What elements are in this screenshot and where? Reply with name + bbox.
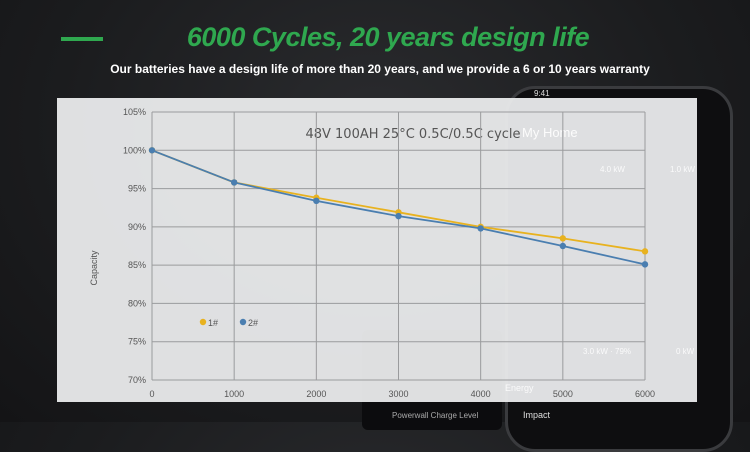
page-subtitle: Our batteries have a design life of more…	[110, 62, 650, 76]
x-tick-label: 4000	[471, 389, 491, 399]
y-tick-label: 105%	[123, 107, 146, 117]
x-tick-label: 3000	[388, 389, 408, 399]
data-point	[395, 212, 402, 220]
y-tick-label: 85%	[128, 260, 146, 270]
phone-battery: 3.0 kW · 79%	[583, 347, 632, 356]
legend-label: 1#	[208, 318, 218, 328]
phone-time: 9:41	[534, 89, 550, 98]
x-tick-label: 5000	[553, 389, 573, 399]
data-point	[641, 261, 649, 268]
y-tick-label: 80%	[128, 298, 146, 308]
y-tick-label: 70%	[128, 375, 146, 385]
data-point	[230, 179, 238, 186]
x-tick-label: 2000	[306, 389, 326, 399]
y-tick-label: 90%	[128, 222, 146, 232]
x-tick-label: 6000	[635, 389, 655, 399]
chart-panel	[57, 98, 697, 402]
y-axis-label: Capacity	[89, 250, 99, 286]
phone-solar: 4.0 kW	[600, 165, 625, 174]
data-point	[148, 147, 156, 154]
phone-charge-label: Powerwall Charge Level	[392, 411, 479, 420]
chart-title: 48V 100AH 25°C 0.5C/0.5C cycle	[305, 127, 520, 142]
legend-marker	[199, 318, 207, 326]
accent-bar	[61, 37, 103, 41]
phone-home: My Home	[522, 125, 578, 140]
x-tick-label: 1000	[224, 389, 244, 399]
x-tick-label: 0	[149, 389, 154, 399]
y-tick-label: 100%	[123, 145, 146, 155]
legend-label: 2#	[248, 318, 258, 328]
phone-energy: Energy	[505, 383, 534, 393]
data-point	[559, 242, 567, 250]
y-tick-label: 95%	[128, 184, 146, 194]
data-point	[313, 197, 320, 205]
data-point	[477, 225, 484, 232]
legend-marker	[239, 318, 247, 326]
y-tick-label: 75%	[128, 337, 146, 347]
page-title: 6000 Cycles, 20 years design life	[186, 22, 590, 52]
phone-load: 0 kW	[676, 347, 695, 356]
phone-impact: Impact	[523, 410, 551, 420]
capacity-chart: 48V 100AH 25°C 0.5C/0.5C cycle Capacity …	[89, 107, 655, 399]
data-point	[559, 235, 567, 242]
data-point	[641, 248, 649, 255]
phone-grid: 1.0 kW	[670, 165, 695, 174]
